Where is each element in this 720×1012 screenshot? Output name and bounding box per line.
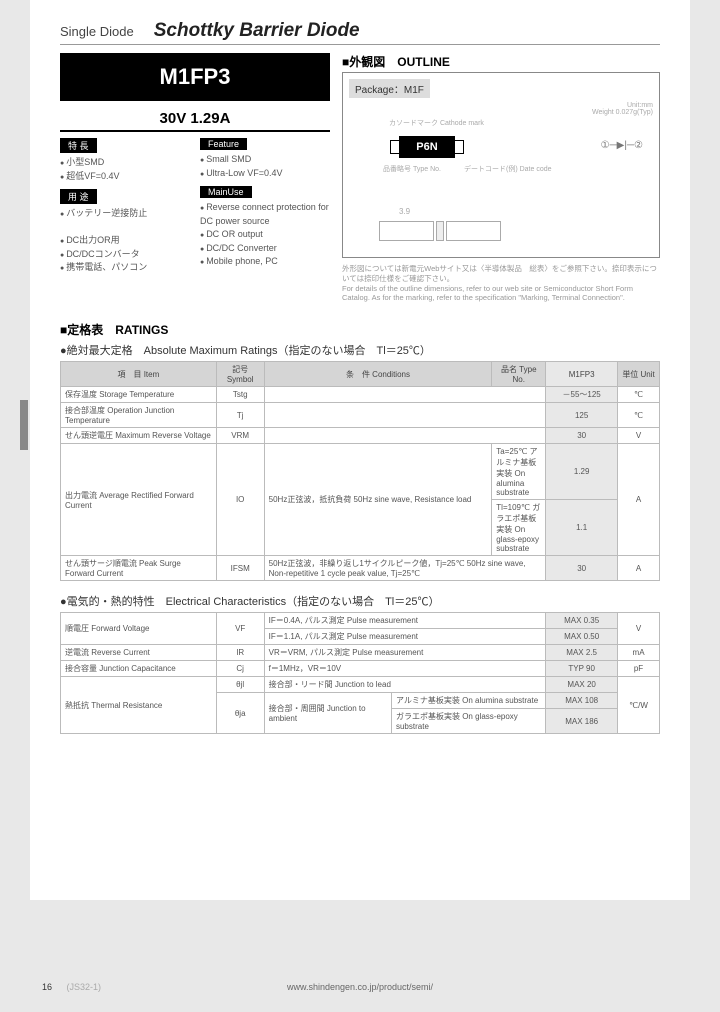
feat-item: 超低VF=0.4V [60, 170, 190, 184]
features-en: Feature Small SMD Ultra-Low VF=0.4V Main… [200, 138, 330, 275]
dim-label: 3.9 [399, 207, 410, 216]
page-header: Single Diode Schottky Barrier Diode [60, 20, 660, 45]
weight-label: Weight 0.027g(Typ) [592, 109, 653, 116]
dimension-drawing [379, 221, 501, 241]
summary-column: M1FP3 30V 1.29A 特 長 小型SMD 超低VF=0.4V 用 途 … [60, 53, 330, 303]
abs-max-title: ●絶対最大定格 Absolute Maximum Ratings（指定のない場合… [60, 342, 660, 358]
ratings-section: ■定格表 RATINGS ●絶対最大定格 Absolute Maximum Ra… [60, 321, 660, 734]
th: 項 目 Item [61, 362, 217, 387]
unit-label: Unit:mm [627, 102, 653, 109]
hdr: Feature [200, 138, 247, 150]
feat-item: DC出力OR用 [60, 234, 190, 248]
abs-max-table: 項 目 Item 記号 Symbol 条 件 Conditions 品名 Typ… [60, 361, 660, 581]
features-jp: 特 長 小型SMD 超低VF=0.4V 用 途 バッテリー逆接防止 x DC出力… [60, 138, 190, 275]
outline-box: Package：M1F Unit:mm Weight 0.027g(Typ) カ… [342, 72, 660, 258]
elec-char-table: 順電圧 Forward VoltageVFIF＝0.4A, パルス測定 Puls… [60, 612, 660, 734]
ratings-title: ■定格表 RATINGS [60, 321, 660, 338]
th: 単位 Unit [618, 362, 660, 387]
part-number-box: M1FP3 [60, 53, 330, 101]
footer-url: www.shindengen.co.jp/product/semi/ [0, 982, 720, 992]
th: 条 件 Conditions [264, 362, 492, 387]
feat-item: DC/DC Converter [200, 242, 330, 256]
diode-symbol-icon: ①─▶|─② [601, 140, 643, 151]
feat-item: バッテリー逆接防止 [60, 207, 190, 221]
category-label: Single Diode [60, 24, 134, 39]
top-section: M1FP3 30V 1.29A 特 長 小型SMD 超低VF=0.4V 用 途 … [60, 53, 660, 303]
feat-item: Reverse connect protection for DC power … [200, 201, 330, 228]
feat-item: 小型SMD [60, 156, 190, 170]
feat-item: Small SMD [200, 153, 330, 167]
feat-item: Ultra-Low VF=0.4V [200, 167, 330, 181]
hdr: 特 長 [60, 138, 97, 153]
outline-title: ■外観図 OUTLINE [342, 53, 660, 70]
feat-item: Mobile phone, PC [200, 255, 330, 269]
feature-columns: 特 長 小型SMD 超低VF=0.4V 用 途 バッテリー逆接防止 x DC出力… [60, 138, 330, 275]
package-drawing: カソードマーク Cathode mark P6N ①─▶|─② 品番略号 Typ… [349, 116, 653, 251]
th: 記号 Symbol [216, 362, 264, 387]
th-type: M1FP3 [546, 362, 618, 387]
hdr: 用 途 [60, 189, 97, 204]
outline-note: 外形図については新電元Webサイト又は〈半導体製品 総表〉をご参照下さい。捺印表… [342, 264, 660, 303]
page-title: Schottky Barrier Diode [154, 20, 360, 42]
cathode-label: カソードマーク Cathode mark [389, 118, 484, 128]
outline-column: ■外観図 OUTLINE Package：M1F Unit:mm Weight … [342, 53, 660, 303]
page-tab-mark [20, 400, 28, 450]
hdr: MainUse [200, 186, 252, 198]
package-label: Package：M1F [349, 79, 430, 98]
th: 品名 Type No. [492, 362, 546, 387]
elec-title: ●電気的・熱的特性 Electrical Characteristics（指定の… [60, 593, 660, 609]
feat-item: DC/DCコンバータ [60, 248, 190, 262]
datecode-label: デートコード(例) Date code [464, 164, 552, 174]
rating-headline: 30V 1.29A [60, 107, 330, 132]
chip-marking: P6N [399, 136, 455, 158]
feat-item: DC OR output [200, 228, 330, 242]
feat-item: 携帯電話、パソコン [60, 261, 190, 275]
typeno-label: 品番略号 Type No. [383, 164, 441, 174]
datasheet-page: Single Diode Schottky Barrier Diode M1FP… [30, 0, 690, 900]
